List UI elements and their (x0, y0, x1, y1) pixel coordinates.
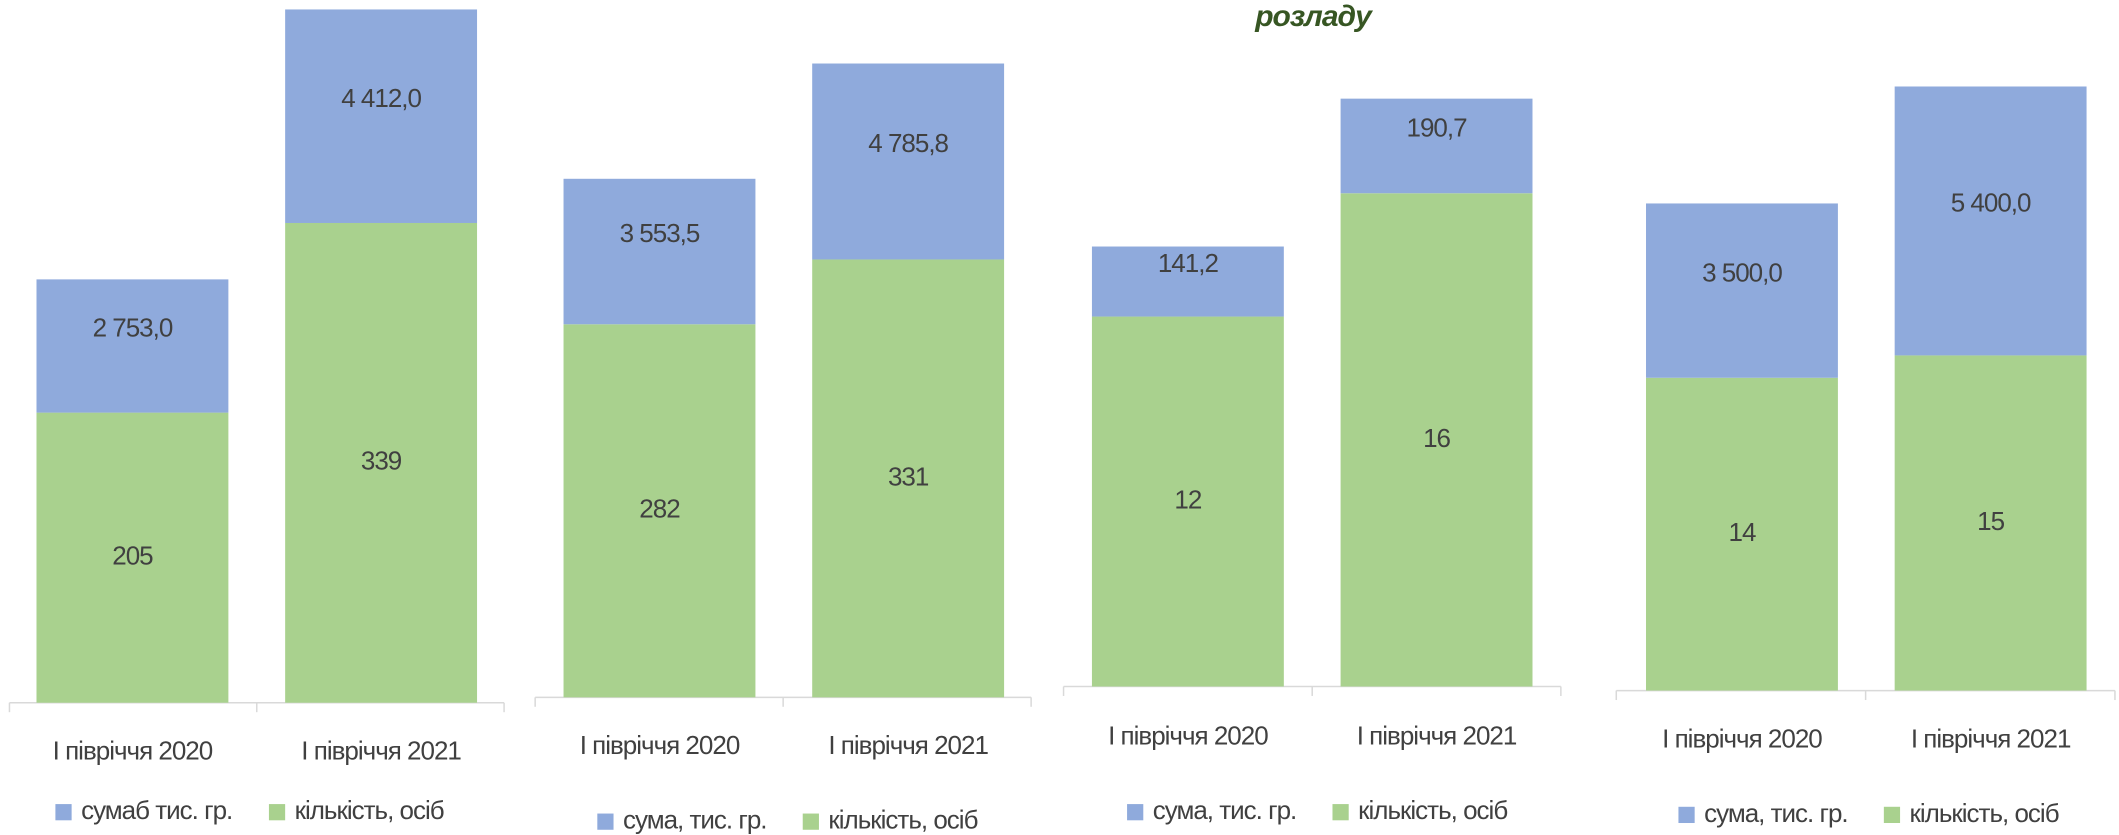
bar-segment (1646, 377, 1838, 691)
data-label: 3 553,5 (620, 218, 700, 248)
legend-swatch (1332, 804, 1349, 821)
bar-segment (1340, 98, 1533, 194)
data-label: 12 (1174, 484, 1201, 514)
legend-swatch (1883, 806, 1901, 824)
data-label: 141,2 (1158, 248, 1219, 278)
legend-swatch (802, 813, 819, 830)
legend-label: сума, тис. гр. (1153, 795, 1297, 825)
bar-segment (36, 412, 229, 703)
x-tick-label: І півріччя 2020 (1108, 721, 1268, 751)
data-label: 14 (1728, 517, 1755, 547)
bar-segment (812, 63, 1005, 260)
x-tick-label: І півріччя 2020 (580, 730, 740, 760)
data-label: 282 (639, 494, 680, 524)
legend-swatch (268, 804, 286, 821)
bar-segment (285, 222, 478, 703)
data-label: 205 (112, 541, 153, 571)
bar-segment (1091, 246, 1284, 317)
x-tick-label: І півріччя 2021 (1357, 721, 1517, 751)
x-tick-label: І півріччя 2021 (301, 736, 461, 766)
title: розладу (1254, 0, 1373, 33)
data-label: 4 785,8 (868, 128, 948, 158)
bar-segment (36, 279, 229, 413)
legend-label: сума, тис. гр. (623, 805, 767, 835)
legend-label: кількість, осіб (295, 795, 444, 825)
x-tick-label: І півріччя 2021 (828, 730, 988, 760)
x-tick-label: І півріччя 2020 (1662, 723, 1822, 753)
legend-label: кількість, осіб (1358, 795, 1507, 825)
legend-label: кількість, осіб (828, 805, 977, 835)
data-label: 3 500,0 (1702, 257, 1782, 287)
data-label: 4 412,0 (341, 83, 421, 113)
legend-swatch (55, 804, 72, 821)
data-label: 15 (1977, 506, 2004, 536)
bar-segment (812, 259, 1005, 698)
bar-segment (1894, 86, 2087, 356)
x-tick-label: І півріччя 2021 (1911, 723, 2071, 753)
data-label: 2 753,0 (93, 313, 173, 343)
bar-segment (1894, 355, 2087, 691)
legend-swatch (1127, 804, 1144, 821)
data-label: 16 (1423, 423, 1450, 453)
data-label: 339 (361, 446, 402, 476)
data-label: 5 400,0 (1951, 188, 2031, 218)
bar-segment (563, 324, 756, 698)
data-label: 190,7 (1407, 113, 1468, 143)
legend-swatch (1678, 806, 1695, 824)
bar-segment (1091, 316, 1284, 687)
x-tick-label: І півріччя 2020 (53, 736, 213, 766)
legend-swatch (597, 813, 614, 830)
legend-label: кількість, осіб (1910, 798, 2059, 828)
bar-segment (563, 178, 756, 325)
legend-label: сумаб тис. гр. (81, 795, 232, 825)
bar-segment (1646, 203, 1838, 378)
legend-label: сума, тис. гр. (1704, 798, 1848, 828)
bar-segment (1340, 193, 1533, 687)
data-label: 331 (888, 461, 929, 491)
bar-segment (285, 9, 478, 223)
